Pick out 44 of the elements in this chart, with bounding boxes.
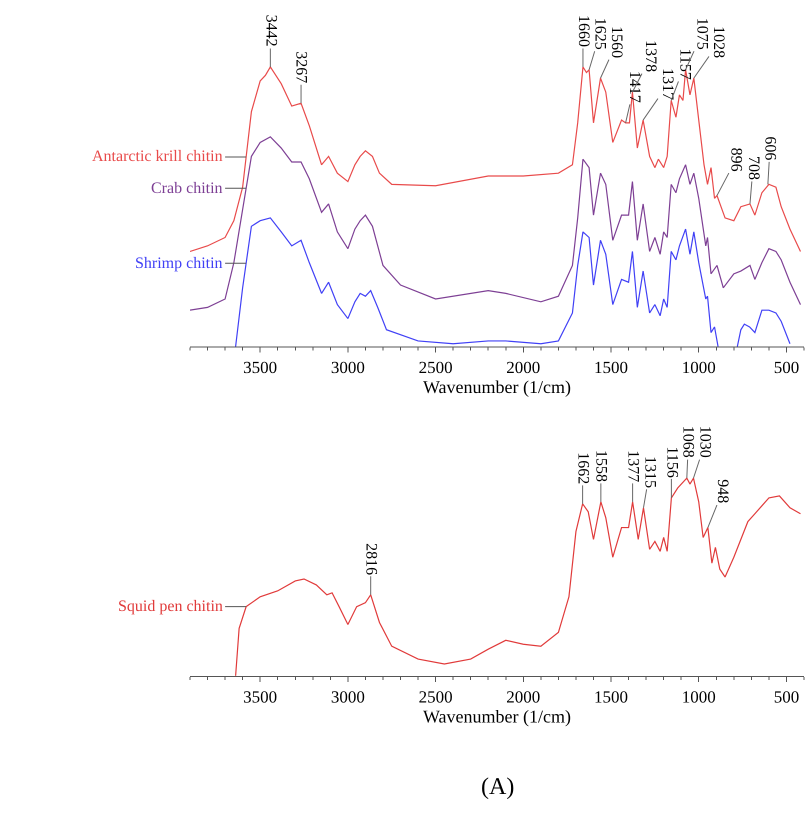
annotation: 1157	[676, 48, 694, 80]
annotation: 1417	[626, 70, 643, 103]
x-tick-label: 500	[774, 358, 800, 377]
annotation: 1378	[642, 40, 660, 72]
x-tick-label: 3500	[243, 687, 278, 706]
annotation: 1558	[592, 450, 610, 482]
series-label: Squid pen chitin	[118, 598, 223, 615]
annotation: 1317	[659, 68, 676, 100]
annotation: 1075	[694, 18, 711, 50]
annotation: 606	[761, 136, 778, 160]
annotation: 1625	[592, 18, 609, 50]
series-label: Antarctic krill chitin	[92, 148, 223, 165]
x-tick-label: 500	[774, 687, 800, 706]
annotation: 3267	[292, 51, 310, 84]
series-label: Crab chitin	[151, 180, 223, 197]
annotation: 3442	[262, 14, 280, 47]
x-tick-label: 2000	[506, 687, 540, 706]
annotation: 948	[714, 479, 731, 504]
x-axis-title: Wavenumber (1/cm)	[423, 706, 571, 726]
x-tick-label: 2500	[418, 358, 453, 377]
x-tick-label: 3000	[330, 687, 365, 706]
annotation: 1028	[710, 26, 728, 58]
annotation: 1068	[680, 426, 696, 458]
x-tick-label: 1000	[682, 358, 716, 377]
series-label: Shrimp chitin	[135, 255, 223, 272]
x-tick-label: 2000	[506, 358, 540, 377]
x-tick-label: 3000	[330, 358, 365, 377]
annotation: 1315	[641, 456, 658, 488]
annotation: 1560	[608, 26, 626, 58]
x-axis-title: Wavenumber (1/cm)	[423, 376, 571, 397]
annotation: 1662	[574, 452, 592, 484]
annotation: 1030	[696, 426, 714, 458]
x-tick-label: 1500	[594, 687, 628, 706]
x-tick-label: 3500	[243, 358, 278, 377]
text: (A)	[481, 774, 514, 800]
annotation: 896	[728, 148, 745, 172]
x-tick-label: 1500	[594, 358, 628, 377]
annotation: 1660	[574, 14, 592, 47]
annotation: 2816	[362, 543, 380, 576]
annotation: 708	[744, 156, 762, 180]
annotation: 1156	[663, 446, 680, 478]
annotation: 1377	[624, 450, 642, 482]
x-tick-label: 2500	[418, 687, 453, 706]
x-tick-label: 1000	[682, 687, 716, 706]
